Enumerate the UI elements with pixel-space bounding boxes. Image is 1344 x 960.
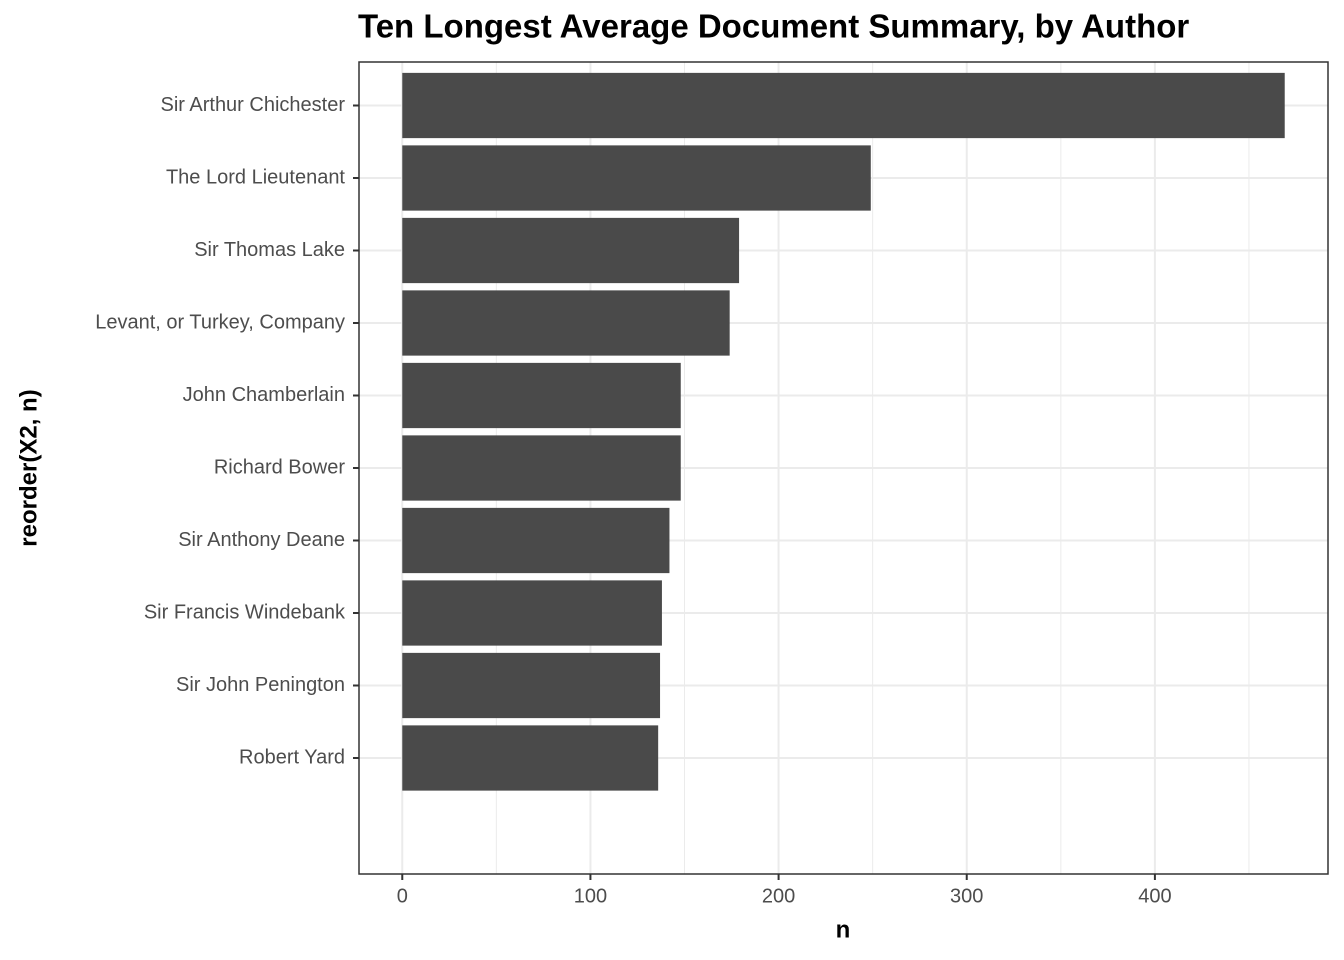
bar [402,145,871,211]
bar [402,580,662,646]
y-axis-title: reorder(X2, n) [15,389,42,546]
y-tick-label: Robert Yard [239,746,345,768]
y-tick-label: Sir Thomas Lake [194,239,345,261]
y-tick-label: Sir Anthony Deane [178,529,345,551]
x-tick-label: 100 [574,885,607,907]
x-tick-label: 300 [950,885,983,907]
bar [402,290,730,356]
y-tick-label: Richard Bower [214,456,346,478]
y-tick-label: Levant, or Turkey, Company [95,311,345,333]
bar [402,362,681,429]
y-tick-label: Sir Arthur Chichester [160,94,345,116]
bar [402,435,681,501]
x-tick-label: 0 [397,885,408,907]
bar [402,507,670,574]
bar [402,725,659,791]
x-axis-title: n [836,916,851,943]
panel-border [358,61,1329,875]
y-tick-label: Sir Francis Windebank [144,601,346,623]
y-tick-label: John Chamberlain [183,384,345,406]
bar [402,217,740,284]
x-tick-label: 400 [1138,885,1171,907]
y-tick-label: Sir John Penington [176,674,345,696]
bar [402,652,661,719]
bar [402,72,1285,139]
x-tick-label: 200 [762,885,795,907]
y-tick-label: The Lord Lieutenant [166,166,345,188]
chart-title: Ten Longest Average Document Summary, by… [358,8,1189,45]
